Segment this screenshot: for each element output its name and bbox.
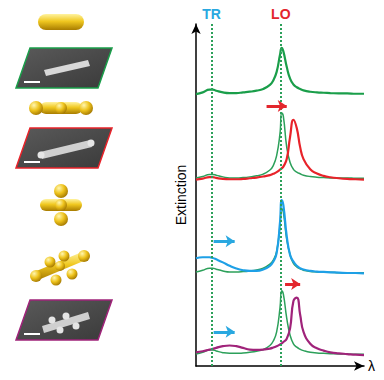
svg-text:TR: TR [202, 6, 221, 22]
svg-text:Extinction: Extinction [173, 165, 189, 226]
svg-text:λ: λ [368, 358, 375, 374]
svg-text:LO: LO [271, 6, 291, 22]
